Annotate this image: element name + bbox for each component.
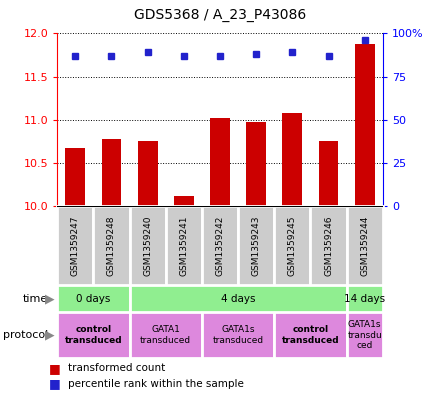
Bar (274, 206, 311, 285)
Text: GDS5368 / A_23_P43086: GDS5368 / A_23_P43086 (134, 7, 306, 22)
Text: GSM1359242: GSM1359242 (216, 215, 224, 276)
Bar (138, 141, 158, 206)
Bar (129, 206, 166, 285)
Text: 4 days: 4 days (221, 294, 255, 304)
Bar (347, 312, 383, 358)
Text: GSM1359244: GSM1359244 (360, 215, 369, 276)
Text: ▶: ▶ (45, 329, 55, 342)
Text: transformed count: transformed count (68, 364, 165, 373)
Text: GSM1359248: GSM1359248 (107, 215, 116, 276)
Text: protocol: protocol (3, 330, 48, 340)
Bar (102, 139, 121, 206)
Text: GSM1359247: GSM1359247 (71, 215, 80, 276)
Text: GATA1
transduced: GATA1 transduced (140, 325, 191, 345)
Bar (57, 312, 129, 358)
Bar (347, 206, 383, 285)
Bar (210, 118, 230, 206)
Bar (129, 285, 347, 312)
Text: GSM1359241: GSM1359241 (180, 215, 188, 276)
Text: GSM1359246: GSM1359246 (324, 215, 333, 276)
Bar (166, 206, 202, 285)
Text: GSM1359243: GSM1359243 (252, 215, 260, 276)
Text: GSM1359245: GSM1359245 (288, 215, 297, 276)
Bar (347, 285, 383, 312)
Bar (129, 312, 202, 358)
Bar (202, 312, 274, 358)
Text: ■: ■ (48, 377, 60, 390)
Bar (57, 206, 93, 285)
Bar (238, 206, 274, 285)
Bar (355, 44, 375, 206)
Text: control
transduced: control transduced (282, 325, 339, 345)
Text: GSM1359240: GSM1359240 (143, 215, 152, 276)
Bar (93, 206, 129, 285)
Text: percentile rank within the sample: percentile rank within the sample (68, 378, 244, 389)
Bar (202, 206, 238, 285)
Text: GATA1s
transduced: GATA1s transduced (213, 325, 264, 345)
Bar (274, 312, 347, 358)
Text: control
transduced: control transduced (65, 325, 122, 345)
Text: GATA1s
transdu
ced: GATA1s transdu ced (347, 320, 382, 350)
Bar (282, 113, 302, 206)
Bar (246, 121, 266, 206)
Text: 0 days: 0 days (76, 294, 110, 304)
Bar (66, 147, 85, 206)
Bar (174, 196, 194, 206)
Text: time: time (23, 294, 48, 304)
Text: ▶: ▶ (45, 292, 55, 305)
Bar (319, 141, 338, 206)
Text: 14 days: 14 days (344, 294, 385, 304)
Bar (311, 206, 347, 285)
Text: ■: ■ (48, 362, 60, 375)
Bar (57, 285, 129, 312)
